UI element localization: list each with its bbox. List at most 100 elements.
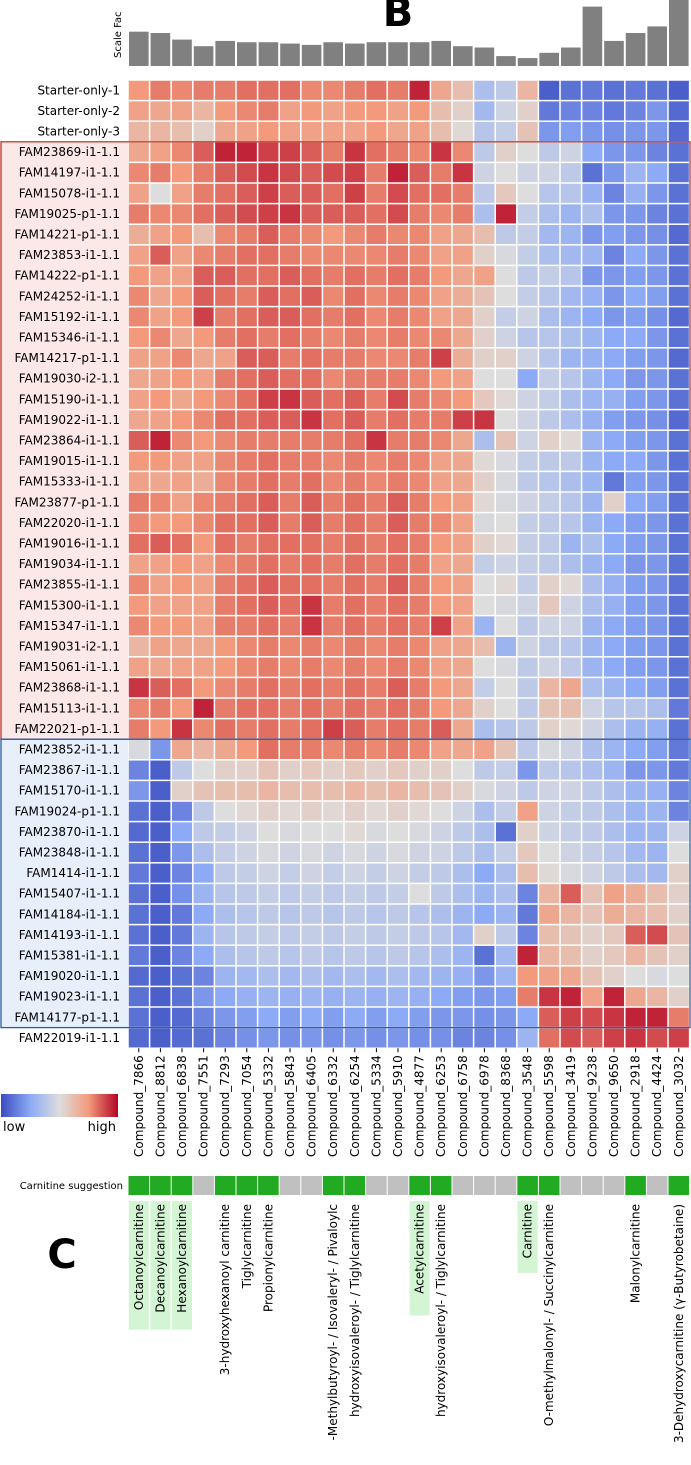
heatmap-cell	[474, 1007, 495, 1027]
heatmap-cell	[452, 698, 473, 718]
heatmap-cell	[150, 760, 171, 780]
heatmap-cell	[603, 389, 625, 409]
heatmap-cell	[452, 945, 473, 966]
heatmap-cell	[344, 451, 365, 471]
heatmap-cell	[128, 389, 149, 409]
heatmap-cell	[668, 266, 689, 286]
heatmap-cell	[625, 781, 646, 801]
heatmap-cell	[560, 904, 581, 924]
heatmap-cell	[625, 80, 646, 100]
heatmap-cell	[279, 1007, 301, 1027]
heatmap-cell	[582, 121, 603, 142]
column-label: Compound_8368	[499, 1055, 513, 1157]
heatmap-cell	[258, 884, 279, 904]
heatmap-cell	[366, 842, 387, 863]
heatmap-cell	[452, 925, 473, 945]
heatmap-cell	[409, 121, 430, 142]
heatmap-cell	[582, 863, 603, 883]
heatmap-cell	[560, 781, 581, 801]
heatmap-cell	[668, 966, 689, 986]
heatmap-cell	[409, 842, 430, 863]
heatmap-cell	[344, 595, 365, 615]
heatmap-cell	[668, 513, 689, 533]
heatmap-cell	[668, 327, 689, 348]
carnitine-suggestion-cell	[322, 1176, 344, 1195]
heatmap-cell	[539, 842, 560, 863]
heatmap-cell	[301, 884, 322, 904]
heatmap-cell	[474, 101, 495, 121]
heatmap-cell	[668, 822, 689, 842]
heatmap-cell	[409, 760, 430, 780]
heatmap-cell	[344, 801, 365, 821]
heatmap-cell	[582, 884, 603, 904]
heatmap-cell	[668, 739, 689, 760]
row-label: Starter-only-3	[37, 125, 120, 139]
heatmap-cell	[215, 739, 236, 760]
heatmap-cell	[150, 513, 171, 533]
heatmap-cell	[236, 801, 257, 821]
heatmap-cell	[128, 575, 149, 595]
heatmap-cell	[582, 1028, 603, 1048]
heatmap-cell	[474, 595, 495, 615]
heatmap-cell	[647, 513, 668, 533]
heatmap-cell	[539, 307, 560, 327]
heatmap-cell	[647, 760, 668, 780]
heatmap-cell	[128, 245, 149, 265]
carnitine-label-highlight	[172, 1201, 192, 1330]
heatmap-cell	[474, 884, 495, 904]
heatmap-cell	[128, 863, 149, 883]
heatmap-cell	[647, 163, 668, 183]
heatmap-cell	[171, 533, 193, 554]
heatmap-cell	[323, 595, 344, 615]
heatmap-cell	[625, 904, 646, 924]
heatmap-cell	[603, 101, 625, 121]
heatmap-cell	[258, 266, 279, 286]
carnitine-label: O-methylmalonyl- / Succinylcarnitine	[542, 1204, 556, 1426]
panel-label-b: B	[383, 0, 414, 36]
heatmap-cell	[582, 327, 603, 348]
heatmap-cell	[495, 286, 517, 306]
heatmap-cell	[366, 513, 387, 533]
heatmap-cell	[582, 945, 603, 966]
heatmap-cell	[517, 492, 538, 512]
heatmap-cell	[603, 121, 625, 142]
heatmap-cell	[474, 863, 495, 883]
heatmap-cell	[366, 1007, 387, 1027]
column-label: Compound_9650	[607, 1055, 621, 1157]
heatmap-cell	[647, 945, 668, 966]
heatmap-cell	[150, 801, 171, 821]
heatmap-cell	[517, 987, 538, 1007]
heatmap-cell	[539, 945, 560, 966]
heatmap-cell	[236, 760, 257, 780]
heatmap-cell	[171, 307, 193, 327]
heatmap-cell	[193, 142, 214, 162]
heatmap-cell	[236, 616, 257, 636]
heatmap-cell	[301, 616, 322, 636]
heatmap-cell	[150, 492, 171, 512]
heatmap-cell	[452, 1028, 473, 1048]
heatmap-cell	[323, 224, 344, 245]
heatmap-cell	[323, 636, 344, 657]
heatmap-cell	[560, 657, 581, 677]
heatmap-cell	[301, 430, 322, 451]
heatmap-cell	[495, 533, 517, 554]
heatmap-cell	[431, 616, 452, 636]
heatmap-cell	[258, 472, 279, 492]
scale-bar-Compound_9650	[604, 40, 624, 66]
carnitine-label: Carnitine	[521, 1204, 535, 1258]
heatmap-cell	[150, 121, 171, 142]
heatmap-cell	[387, 183, 409, 203]
heatmap-cell	[215, 884, 236, 904]
heatmap-cell	[150, 1007, 171, 1027]
heatmap-cell	[171, 430, 193, 451]
heatmap-cell	[258, 616, 279, 636]
heatmap-cell	[517, 616, 538, 636]
heatmap-cell	[171, 636, 193, 657]
heatmap-cell	[128, 142, 149, 162]
heatmap-cell	[193, 966, 214, 986]
heatmap-cell	[193, 636, 214, 657]
heatmap-cell	[603, 451, 625, 471]
heatmap-cell	[366, 101, 387, 121]
heatmap-cell	[150, 1028, 171, 1048]
scale-bar-Compound_6405	[301, 44, 322, 66]
